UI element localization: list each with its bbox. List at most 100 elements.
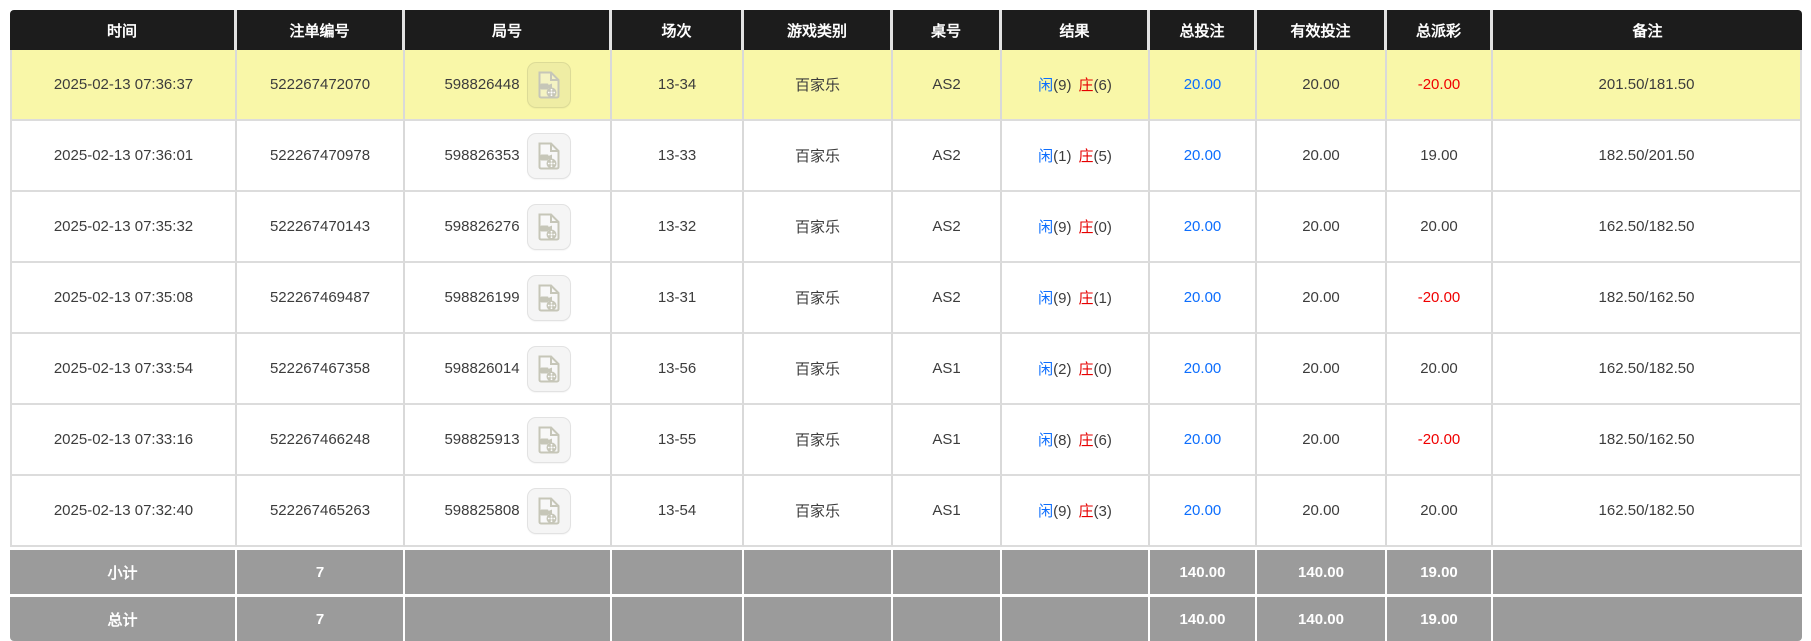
valid-bet: 20.00 bbox=[1257, 121, 1387, 192]
col-header-game-type: 游戏类别 bbox=[744, 10, 893, 50]
video-replay-button[interactable] bbox=[526, 274, 571, 321]
player-label: 闲 bbox=[1038, 290, 1054, 307]
total-payout: 20.00 bbox=[1387, 334, 1493, 405]
total-payout: -20.00 bbox=[1387, 405, 1493, 476]
table-no: AS1 bbox=[893, 476, 1002, 547]
result-cell: 闲(9) 庄(1) bbox=[1002, 263, 1150, 334]
col-header-result: 结果 bbox=[1002, 10, 1150, 50]
total-bet: 20.00 bbox=[1150, 476, 1257, 547]
result-cell: 闲(9) 庄(0) bbox=[1002, 192, 1150, 263]
session-no: 13-31 bbox=[612, 263, 744, 334]
banker-score: (0) bbox=[1093, 219, 1112, 236]
subtotal-payout: 19.00 bbox=[1387, 547, 1493, 594]
round-cell: 598826276 bbox=[405, 192, 612, 263]
player-score: (9) bbox=[1053, 219, 1072, 236]
game-type: 百家乐 bbox=[744, 263, 893, 334]
valid-bet: 20.00 bbox=[1257, 263, 1387, 334]
bet-id: 522267470143 bbox=[237, 192, 405, 263]
round-id: 598826448 bbox=[444, 76, 520, 93]
table-row: 2025-02-13 07:33:16 522267466248 5988259… bbox=[10, 405, 1802, 476]
round-id: 598826353 bbox=[444, 147, 520, 164]
banker-score: (0) bbox=[1093, 361, 1112, 378]
remark: 201.50/181.50 bbox=[1493, 50, 1802, 121]
result-cell: 闲(8) 庄(6) bbox=[1002, 405, 1150, 476]
table-header: 时间 注单编号 局号 场次 游戏类别 桌号 结果 总投注 有效投注 总派彩 备注 bbox=[10, 10, 1802, 50]
table-no: AS2 bbox=[893, 50, 1002, 121]
player-score: (9) bbox=[1053, 290, 1072, 307]
game-type: 百家乐 bbox=[744, 405, 893, 476]
session-no: 13-54 bbox=[612, 476, 744, 547]
subtotal-row: 小计 7 140.00 140.00 19.00 bbox=[10, 547, 1802, 594]
banker-score: (6) bbox=[1093, 432, 1112, 449]
banker-label: 庄 bbox=[1078, 148, 1094, 165]
table-no: AS2 bbox=[893, 192, 1002, 263]
video-file-icon bbox=[538, 71, 560, 98]
session-no: 13-33 bbox=[612, 121, 744, 192]
round-id: 598826199 bbox=[444, 289, 520, 306]
subtotal-valid-bet: 140.00 bbox=[1257, 547, 1387, 594]
table-no: AS2 bbox=[893, 263, 1002, 334]
bet-time: 2025-02-13 07:33:16 bbox=[10, 405, 237, 476]
table-body: 2025-02-13 07:36:37 522267472070 5988264… bbox=[10, 50, 1802, 547]
video-file-icon bbox=[538, 426, 560, 453]
video-replay-button[interactable] bbox=[526, 487, 571, 534]
bet-id: 522267472070 bbox=[237, 50, 405, 121]
round-id: 598826276 bbox=[444, 218, 520, 235]
player-score: (9) bbox=[1053, 77, 1072, 94]
bet-id: 522267465263 bbox=[237, 476, 405, 547]
table-row: 2025-02-13 07:33:54 522267467358 5988260… bbox=[10, 334, 1802, 405]
total-bet: 20.00 bbox=[1150, 263, 1257, 334]
player-label: 闲 bbox=[1038, 219, 1054, 236]
col-header-session: 场次 bbox=[612, 10, 744, 50]
banker-label: 庄 bbox=[1078, 219, 1094, 236]
total-payout: 19.00 bbox=[1387, 121, 1493, 192]
total-empty-cell bbox=[1002, 594, 1150, 641]
video-replay-button[interactable] bbox=[526, 132, 571, 179]
round-cell: 598825808 bbox=[405, 476, 612, 547]
remark: 182.50/162.50 bbox=[1493, 263, 1802, 334]
game-type: 百家乐 bbox=[744, 334, 893, 405]
result-cell: 闲(9) 庄(6) bbox=[1002, 50, 1150, 121]
subtotal-count: 7 bbox=[237, 547, 405, 594]
col-header-valid-bet: 有效投注 bbox=[1257, 10, 1387, 50]
total-bet: 20.00 bbox=[1150, 334, 1257, 405]
player-label: 闲 bbox=[1038, 503, 1054, 520]
session-no: 13-55 bbox=[612, 405, 744, 476]
video-replay-button[interactable] bbox=[526, 416, 571, 463]
banker-label: 庄 bbox=[1078, 503, 1094, 520]
bet-id: 522267466248 bbox=[237, 405, 405, 476]
bet-id: 522267470978 bbox=[237, 121, 405, 192]
total-valid-bet: 140.00 bbox=[1257, 594, 1387, 641]
table-row: 2025-02-13 07:35:32 522267470143 5988262… bbox=[10, 192, 1802, 263]
video-replay-button[interactable] bbox=[526, 61, 571, 108]
player-score: (9) bbox=[1053, 503, 1072, 520]
total-payout: -20.00 bbox=[1387, 263, 1493, 334]
game-type: 百家乐 bbox=[744, 50, 893, 121]
table-no: AS1 bbox=[893, 405, 1002, 476]
bet-id: 522267469487 bbox=[237, 263, 405, 334]
round-cell: 598825913 bbox=[405, 405, 612, 476]
player-label: 闲 bbox=[1038, 77, 1054, 94]
total-bet: 20.00 bbox=[1150, 50, 1257, 121]
video-file-icon bbox=[538, 355, 560, 382]
total-empty-cell bbox=[612, 594, 744, 641]
total-payout: 20.00 bbox=[1387, 476, 1493, 547]
video-file-icon bbox=[538, 497, 560, 524]
subtotal-total-bet: 140.00 bbox=[1150, 547, 1257, 594]
table-footer: 小计 7 140.00 140.00 19.00 总计 7 140.00 140… bbox=[10, 547, 1802, 641]
valid-bet: 20.00 bbox=[1257, 476, 1387, 547]
video-file-icon bbox=[538, 142, 560, 169]
subtotal-empty-cell bbox=[1493, 547, 1802, 594]
round-id: 598825808 bbox=[444, 502, 520, 519]
game-type: 百家乐 bbox=[744, 192, 893, 263]
valid-bet: 20.00 bbox=[1257, 50, 1387, 121]
banker-score: (5) bbox=[1093, 148, 1112, 165]
video-replay-button[interactable] bbox=[526, 345, 571, 392]
game-type: 百家乐 bbox=[744, 121, 893, 192]
col-header-time: 时间 bbox=[10, 10, 237, 50]
banker-score: (3) bbox=[1093, 503, 1112, 520]
banker-label: 庄 bbox=[1078, 432, 1094, 449]
banker-score: (1) bbox=[1093, 290, 1112, 307]
video-replay-button[interactable] bbox=[526, 203, 571, 250]
subtotal-label: 小计 bbox=[10, 547, 237, 594]
